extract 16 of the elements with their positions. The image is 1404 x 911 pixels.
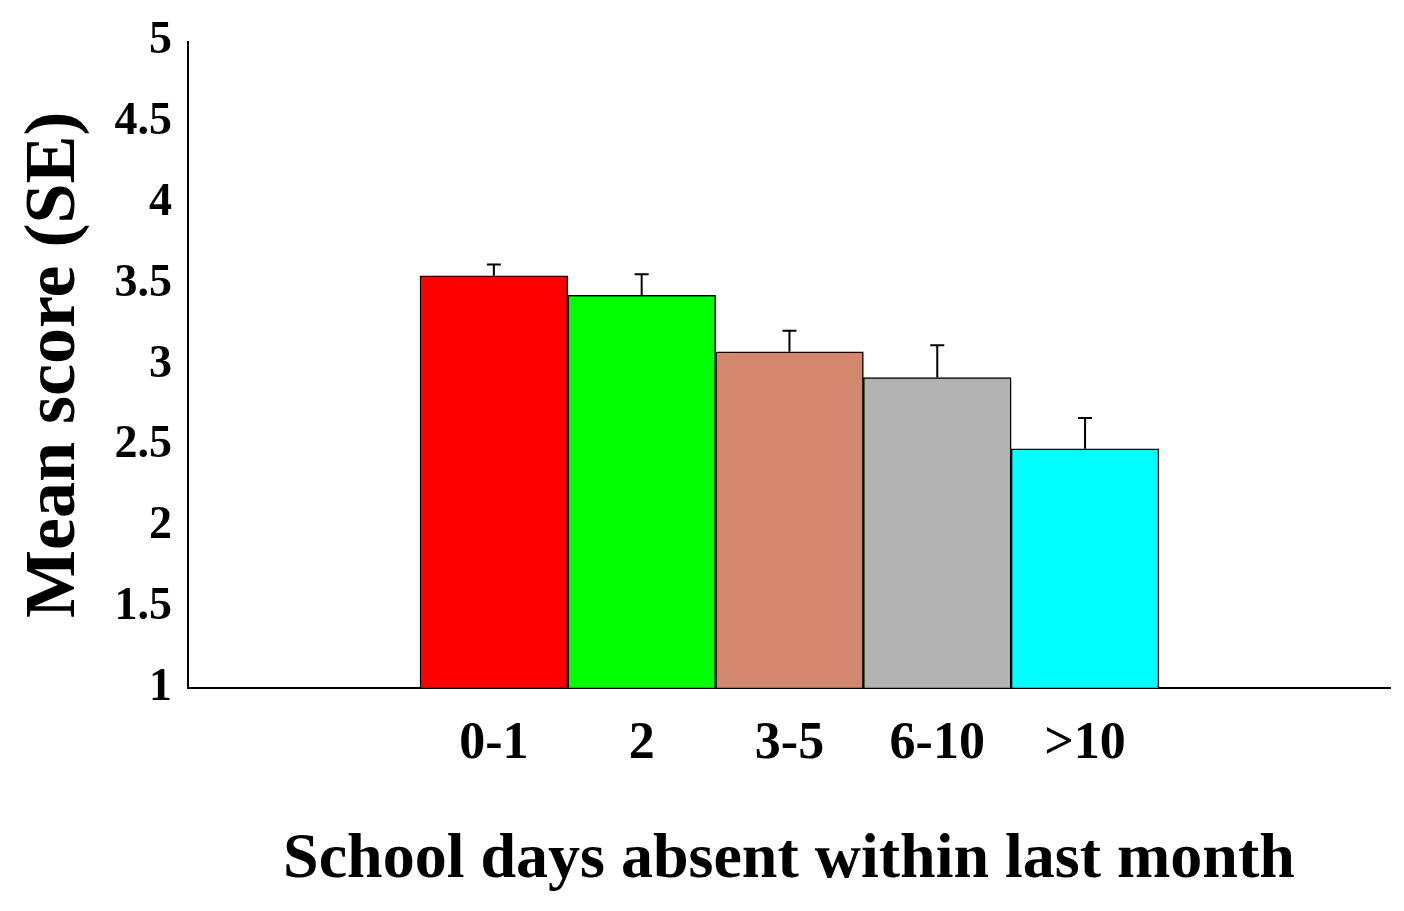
y-tick-label: 3 — [148, 335, 172, 387]
y-tick-label: 1 — [148, 658, 172, 710]
y-tick-label: 4.5 — [114, 93, 172, 145]
x-tick-label: 0-1 — [459, 712, 529, 770]
y-tick-label: 5 — [148, 12, 172, 64]
y-tick-label: 3.5 — [114, 254, 172, 306]
y-tick-label: 2 — [148, 497, 172, 549]
y-tick-label: 2.5 — [114, 416, 172, 468]
x-tick-label: 3-5 — [754, 712, 825, 770]
y-tick-label: 4 — [148, 174, 172, 226]
x-tick-label: 2 — [628, 712, 655, 770]
y-axis-title: Mean score (SE) — [9, 111, 90, 618]
x-tick-label: 6-10 — [889, 712, 985, 770]
y-tick-label: 1.5 — [114, 577, 172, 629]
x-tick-label: >10 — [1044, 712, 1126, 770]
x-axis-title: School days absent within last month — [283, 820, 1295, 892]
